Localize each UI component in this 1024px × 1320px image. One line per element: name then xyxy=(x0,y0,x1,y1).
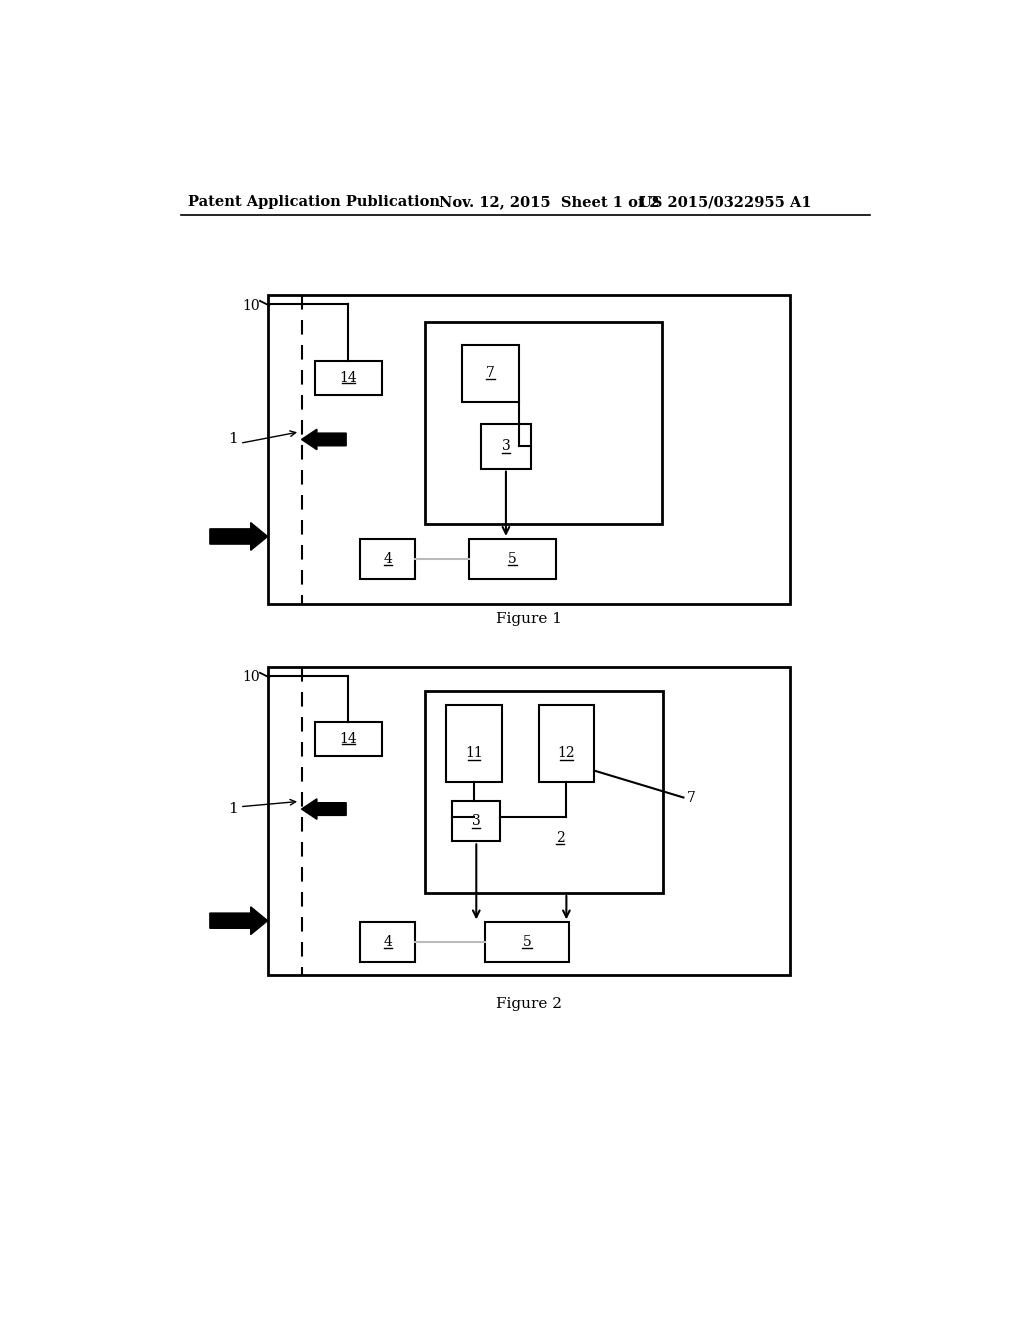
Text: 5: 5 xyxy=(522,936,531,949)
Text: 10: 10 xyxy=(243,671,260,685)
Text: 14: 14 xyxy=(340,733,357,746)
Text: 2: 2 xyxy=(556,830,564,845)
Bar xyxy=(267,294,790,605)
Text: 3: 3 xyxy=(472,814,480,829)
FancyArrow shape xyxy=(210,907,267,935)
Bar xyxy=(315,360,382,395)
Text: 1: 1 xyxy=(228,433,238,446)
Bar xyxy=(539,705,594,781)
FancyArrow shape xyxy=(210,523,267,550)
Text: 3: 3 xyxy=(502,440,510,453)
Bar xyxy=(315,722,382,756)
Text: 14: 14 xyxy=(340,371,357,385)
Bar xyxy=(453,801,500,841)
Text: US 2015/0322955 A1: US 2015/0322955 A1 xyxy=(639,195,811,210)
Text: Nov. 12, 2015  Sheet 1 of 2: Nov. 12, 2015 Sheet 1 of 2 xyxy=(438,195,659,210)
Text: 4: 4 xyxy=(383,552,392,566)
Bar xyxy=(267,667,790,974)
Text: 7: 7 xyxy=(486,366,495,380)
Text: 5: 5 xyxy=(508,552,517,566)
Bar xyxy=(484,923,569,962)
FancyArrow shape xyxy=(301,429,346,450)
Bar xyxy=(360,923,416,962)
Text: Figure 2: Figure 2 xyxy=(496,997,561,1011)
Text: Patent Application Publication: Patent Application Publication xyxy=(188,195,440,210)
Text: 7: 7 xyxy=(687,791,696,804)
Bar xyxy=(446,705,502,781)
Text: 12: 12 xyxy=(557,746,575,760)
Bar xyxy=(425,692,663,892)
Text: 1: 1 xyxy=(228,803,238,816)
FancyArrow shape xyxy=(301,799,346,820)
Bar xyxy=(481,424,531,469)
Bar xyxy=(462,345,519,401)
Bar xyxy=(469,539,556,579)
Text: Figure 1: Figure 1 xyxy=(496,612,561,626)
Text: 4: 4 xyxy=(383,936,392,949)
Bar xyxy=(360,539,416,579)
Text: 11: 11 xyxy=(465,746,483,760)
Bar xyxy=(425,322,662,524)
Text: 10: 10 xyxy=(243,298,260,313)
